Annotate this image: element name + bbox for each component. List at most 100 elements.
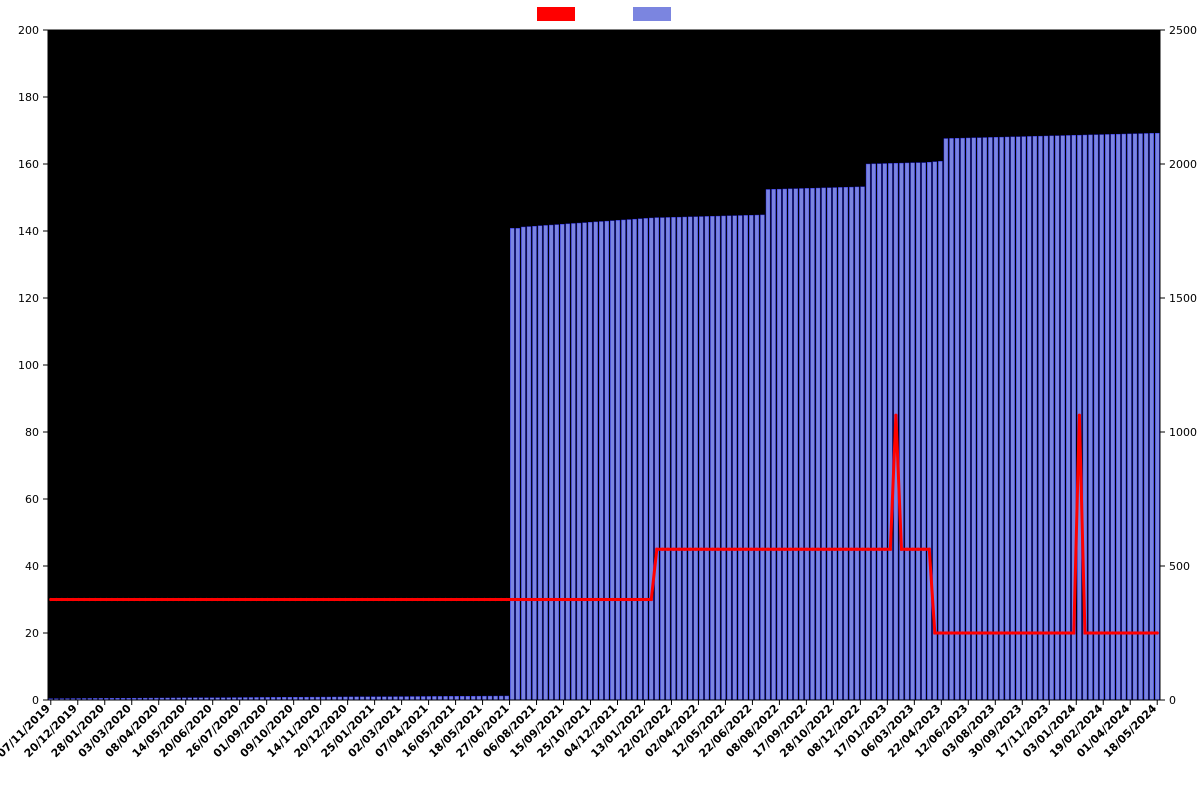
y-right-tick-label: 0 — [1169, 694, 1176, 707]
bar — [505, 696, 509, 700]
bar — [494, 696, 498, 700]
line-marker — [1100, 631, 1103, 634]
bar — [438, 696, 442, 700]
line-marker — [71, 598, 74, 601]
line-marker — [972, 631, 975, 634]
bar — [488, 696, 492, 700]
line-marker — [583, 598, 586, 601]
y-left-tick-label: 140 — [18, 225, 39, 238]
line-marker — [744, 548, 747, 551]
bar — [955, 138, 959, 700]
line-marker — [500, 598, 503, 601]
line-marker — [627, 598, 630, 601]
line-marker — [527, 598, 530, 601]
line-marker — [639, 598, 642, 601]
bar — [1127, 134, 1131, 700]
line-marker — [955, 631, 958, 634]
line-marker — [550, 598, 553, 601]
bar — [610, 221, 614, 700]
bar — [1133, 134, 1137, 700]
bar — [393, 697, 397, 700]
line-marker — [249, 598, 252, 601]
line-marker — [494, 598, 497, 601]
line-marker — [277, 598, 280, 601]
line-marker — [905, 548, 908, 551]
line-marker — [66, 598, 69, 601]
line-marker — [260, 598, 263, 601]
line-marker — [116, 598, 119, 601]
line-marker — [344, 598, 347, 601]
bar — [388, 697, 392, 700]
line-marker — [172, 598, 175, 601]
line-marker — [327, 598, 330, 601]
bar — [627, 220, 631, 700]
bar — [1150, 133, 1154, 700]
line-marker — [450, 598, 453, 601]
bar — [1038, 136, 1042, 700]
bar — [805, 188, 809, 700]
line-marker — [828, 548, 831, 551]
bar — [877, 164, 881, 700]
bar — [1111, 134, 1115, 700]
bar — [1050, 136, 1054, 700]
bar — [755, 215, 759, 700]
bar — [499, 696, 503, 700]
line-marker — [700, 548, 703, 551]
line-marker — [394, 598, 397, 601]
line-marker — [533, 598, 536, 601]
bar — [1155, 133, 1159, 700]
line-marker — [244, 598, 247, 601]
legend-swatch — [537, 7, 575, 21]
line-marker — [455, 598, 458, 601]
line-marker — [94, 598, 97, 601]
line-marker — [1067, 631, 1070, 634]
line-marker — [99, 598, 102, 601]
y-left-tick-label: 60 — [25, 493, 39, 506]
bar — [722, 216, 726, 700]
bar — [1016, 137, 1020, 700]
bar — [949, 138, 953, 700]
line-marker — [694, 548, 697, 551]
bar — [1105, 134, 1109, 700]
bar — [444, 696, 448, 700]
bar — [872, 164, 876, 700]
bar — [966, 138, 970, 700]
line-marker — [311, 598, 314, 601]
line-marker — [1006, 631, 1009, 634]
y-right-tick-label: 1500 — [1169, 292, 1197, 305]
bar — [1144, 133, 1148, 700]
bar — [883, 164, 887, 700]
bar — [1005, 137, 1009, 700]
bar — [716, 216, 720, 700]
line-marker — [88, 598, 91, 601]
line-marker — [1061, 631, 1064, 634]
line-marker — [778, 548, 781, 551]
line-marker — [855, 548, 858, 551]
line-marker — [666, 548, 669, 551]
line-marker — [49, 598, 52, 601]
bar — [1022, 137, 1026, 700]
line-marker — [811, 548, 814, 551]
line-marker — [294, 598, 297, 601]
line-marker — [1133, 631, 1136, 634]
y-left-tick-label: 40 — [25, 560, 39, 573]
line-marker — [461, 598, 464, 601]
line-marker — [789, 548, 792, 551]
bar — [566, 224, 570, 700]
line-marker — [589, 598, 592, 601]
line-marker — [933, 631, 936, 634]
y-right-tick-label: 2500 — [1169, 24, 1197, 37]
bar — [744, 215, 748, 700]
line-marker — [872, 548, 875, 551]
bar — [838, 187, 842, 700]
line-marker — [900, 548, 903, 551]
line-marker — [961, 631, 964, 634]
line-marker — [878, 548, 881, 551]
line-marker — [844, 548, 847, 551]
bar — [571, 223, 575, 700]
bar — [727, 216, 731, 700]
line-marker — [199, 598, 202, 601]
line-marker — [1083, 631, 1086, 634]
line-marker — [433, 598, 436, 601]
line-marker — [994, 631, 997, 634]
